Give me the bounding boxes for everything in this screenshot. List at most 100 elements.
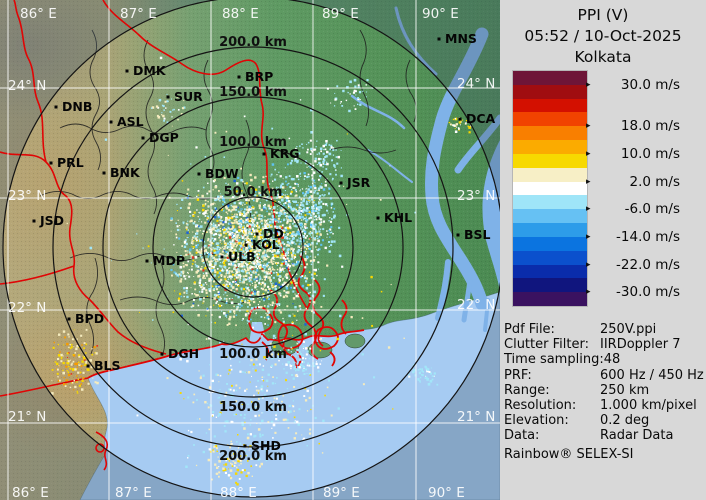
latlon-grid xyxy=(0,0,500,500)
metadata-value: IIRDoppler 7 xyxy=(600,337,681,353)
tick-arrow-icon: ▸ xyxy=(586,287,591,298)
tick-arrow-icon: ▸ xyxy=(586,204,591,215)
station-dot-ULB xyxy=(220,255,224,259)
metadata-label: Time sampling: xyxy=(504,352,604,368)
metadata-label: PRF: xyxy=(504,367,532,383)
legend-tick: ▸ 30.0 m/s xyxy=(586,76,698,93)
legend-band-6 xyxy=(513,153,587,168)
info-panel: PPI (V) 05:52 / 10-Oct-2025 Kolkata ▸ 30.… xyxy=(500,0,706,500)
legend-tick: ▸ -30.0 m/s xyxy=(586,284,698,301)
station-dot-KHL xyxy=(376,216,380,220)
metadata-label: Elevation: xyxy=(504,413,569,429)
tick-value-label: -14.0 m/s xyxy=(616,228,680,245)
tick-arrow-icon: ▸ xyxy=(586,231,591,242)
legend-band-12 xyxy=(513,236,587,251)
river-padma xyxy=(425,27,489,311)
latitude-label: 21° N xyxy=(8,409,46,425)
legend-tick: ▸ -14.0 m/s xyxy=(586,228,698,245)
station-dot-PRL xyxy=(49,161,53,165)
station-markers: MNS DCA DMK BRP SUR DNB ASL DGP KRG PRL BNK BDW JSR K… xyxy=(32,31,496,453)
station-dot-DD xyxy=(255,232,259,236)
station-dot-MNS xyxy=(437,37,441,41)
velocity-color-scale xyxy=(512,70,588,307)
legend-band-10 xyxy=(513,209,587,224)
station-label-BNK: BNK xyxy=(110,165,141,180)
station-dot-DNB xyxy=(54,105,58,109)
station-dot-SHD xyxy=(243,444,247,448)
metadata-value: 48 xyxy=(603,352,621,368)
station-dot-DMK xyxy=(125,69,129,73)
range-ring-label: 50.0 km xyxy=(224,185,283,200)
station-dot-SUR xyxy=(166,95,170,99)
product-type: PPI (V) xyxy=(577,6,629,24)
station-dot-BPD xyxy=(67,317,71,321)
tick-arrow-icon: ▸ xyxy=(586,148,591,159)
delta-channel xyxy=(461,277,473,323)
legend-band-16 xyxy=(513,292,587,307)
range-ring-150km xyxy=(102,96,404,398)
metadata-row: Data: Radar Data xyxy=(504,428,704,443)
station-label-JSR: JSR xyxy=(346,175,371,190)
metadata-value: 250V.ppi xyxy=(600,322,657,337)
station-label-BLS: BLS xyxy=(94,358,121,373)
station-dot-BLS xyxy=(86,364,90,368)
metadata-row: Pdf File: 250V.ppi xyxy=(504,322,704,337)
range-ring-50km xyxy=(202,196,304,298)
range-ring-label: 100.0 km xyxy=(219,347,287,362)
legend-band-2 xyxy=(513,98,587,113)
legend-tick: ▸ 2.0 m/s xyxy=(586,173,698,190)
tick-value-label: -30.0 m/s xyxy=(616,284,680,301)
station-label-KHL: KHL xyxy=(384,210,412,225)
timestamp: 05:52 / 10-Oct-2025 xyxy=(524,27,682,45)
legend-band-1 xyxy=(513,84,587,99)
latlon-grid-labels: 86° E 87° E 88° E 89° E 90° E 86° E 87° E 88° E… xyxy=(8,6,495,500)
range-ring-label: 100.0 km xyxy=(219,135,287,150)
station-label-BPD: BPD xyxy=(75,311,104,326)
tick-value-label: 18.0 m/s xyxy=(620,118,680,135)
legend-tick: ▸ -6.0 m/s xyxy=(586,201,698,218)
longitude-label: 86° E xyxy=(20,6,57,22)
metadata-value: Radar Data xyxy=(600,428,674,444)
metadata-label: Pdf File: xyxy=(504,322,555,337)
longitude-label: 90° E xyxy=(428,485,465,500)
sundarbans-outlines-red xyxy=(248,254,348,369)
river-edge xyxy=(482,140,500,292)
station-label-BDW: BDW xyxy=(205,166,239,181)
title-block: PPI (V) 05:52 / 10-Oct-2025 Kolkata xyxy=(500,5,706,68)
legend-band-5 xyxy=(513,140,587,154)
tick-arrow-icon: ▸ xyxy=(586,176,591,187)
station-dot-KRG xyxy=(262,152,266,156)
station-label-DGP: DGP xyxy=(149,130,179,145)
metadata-row: Time sampling: 48 xyxy=(504,352,704,367)
legend-tick: ▸ -22.0 m/s xyxy=(586,256,698,273)
station-label-BRP: BRP xyxy=(245,69,273,84)
metadata-label: Resolution: xyxy=(504,398,577,414)
legend-band-9 xyxy=(513,195,587,210)
longitude-label: 87° E xyxy=(120,6,157,22)
legend-band-11 xyxy=(513,223,587,237)
metadata-value: 1.000 km/pixel xyxy=(600,398,697,414)
tick-value-label: -22.0 m/s xyxy=(616,256,680,273)
legend-band-8 xyxy=(513,181,587,196)
radar-site-name: Kolkata xyxy=(574,48,632,66)
station-dot-KOL xyxy=(244,243,248,247)
station-dot-BNK xyxy=(102,171,106,175)
range-ring-label: 150.0 km xyxy=(219,85,287,100)
station-label-DNB: DNB xyxy=(62,99,92,114)
latitude-label: 22° N xyxy=(8,300,46,316)
legend-band-7 xyxy=(513,167,587,182)
legend-band-13 xyxy=(513,250,587,265)
station-label-ASL: ASL xyxy=(117,114,144,129)
metadata-value: 0.2 deg xyxy=(600,413,650,429)
station-dot-JSD xyxy=(32,219,36,223)
station-dot-BRP xyxy=(237,75,241,79)
longitude-label: 88° E xyxy=(220,485,257,500)
out-of-range-mask xyxy=(0,0,504,500)
longitude-label: 90° E xyxy=(422,6,459,22)
range-ring-label: 150.0 km xyxy=(219,400,287,415)
longitude-label: 89° E xyxy=(323,485,360,500)
tick-arrow-icon: ▸ xyxy=(586,121,591,132)
station-dot-ASL xyxy=(109,120,113,124)
station-label-DCA: DCA xyxy=(466,111,496,126)
legend-band-15 xyxy=(513,278,587,293)
